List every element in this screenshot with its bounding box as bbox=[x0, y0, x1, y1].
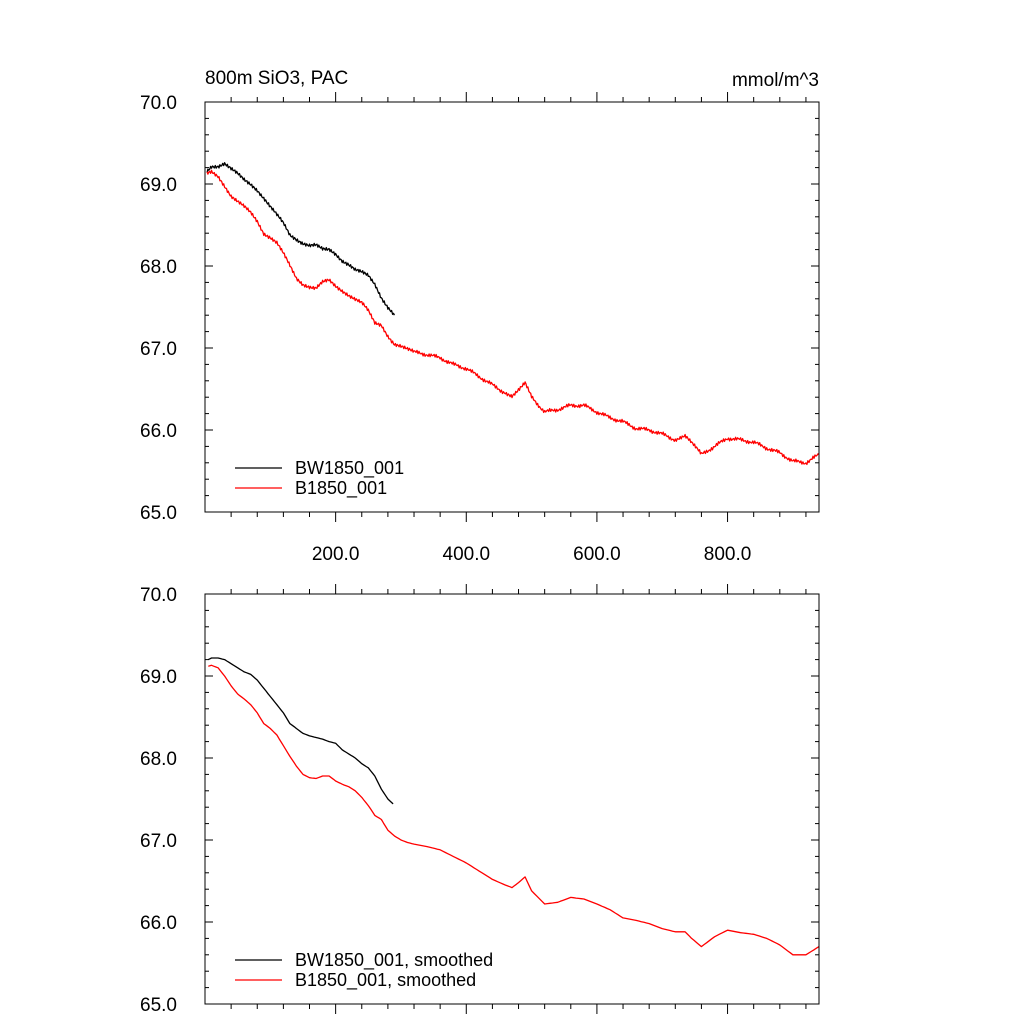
y-tick-label: 65.0 bbox=[140, 503, 177, 524]
y-tick-label: 70.0 bbox=[140, 585, 177, 606]
bottom-chart-panel: 65.0 66.0 67.0 68.0 69.0 70.0 BW1850_001, smo… bbox=[140, 584, 820, 1016]
y-tick-label: 65.0 bbox=[140, 995, 177, 1016]
legend-label: B1850_001, smoothed bbox=[295, 970, 476, 991]
bottom-chart-frame bbox=[204, 593, 820, 1005]
y-tick-label: 67.0 bbox=[140, 831, 177, 852]
x-tick-label: 400.0 bbox=[443, 544, 491, 565]
y-tick-label: 68.0 bbox=[140, 257, 177, 278]
y-tick-label: 66.0 bbox=[140, 421, 177, 442]
y-tick-label: 69.0 bbox=[140, 667, 177, 688]
legend-label: BW1850_001, smoothed bbox=[295, 950, 493, 971]
legend-label: BW1850_001 bbox=[295, 458, 404, 479]
y-tick-label: 70.0 bbox=[140, 93, 177, 114]
series-line bbox=[208, 664, 820, 956]
y-tick-label: 66.0 bbox=[140, 913, 177, 934]
legend-label: B1850_001 bbox=[295, 478, 387, 499]
series-line bbox=[206, 169, 820, 466]
top-chart-title: 800m SiO3, PAC bbox=[205, 68, 348, 89]
top-chart-series bbox=[206, 162, 820, 466]
series-line bbox=[206, 162, 395, 316]
y-tick-label: 68.0 bbox=[140, 749, 177, 770]
bottom-chart-series bbox=[208, 657, 820, 956]
y-tick-label: 67.0 bbox=[140, 339, 177, 360]
top-chart-units: mmol/m^3 bbox=[732, 70, 819, 91]
top-chart-frame bbox=[204, 101, 820, 513]
top-chart-ticks: 65.0 66.0 67.0 68.0 69.0 70.0 200.0 400.0 600.0 8… bbox=[140, 92, 819, 565]
x-tick-label: 800.0 bbox=[704, 544, 752, 565]
x-tick-label: 200.0 bbox=[312, 544, 360, 565]
top-chart-panel: 800m SiO3, PAC mmol/m^3 65.0 66.0 67.0 68.0… bbox=[140, 68, 820, 565]
y-tick-label: 69.0 bbox=[140, 175, 177, 196]
x-tick-label: 600.0 bbox=[573, 544, 621, 565]
series-line bbox=[208, 657, 394, 805]
